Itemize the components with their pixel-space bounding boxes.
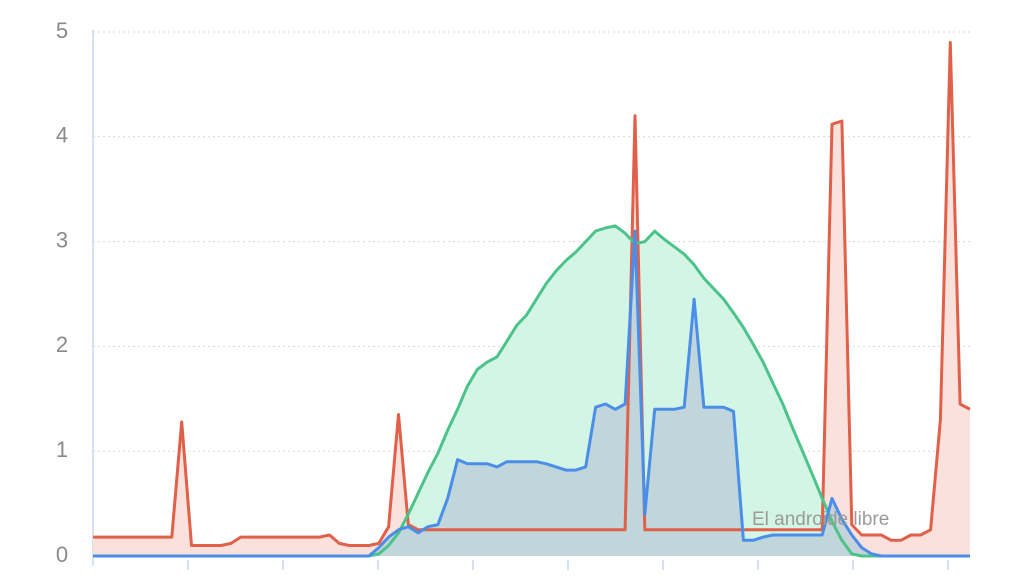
line bbox=[93, 41, 971, 547]
watermark: El androide libre bbox=[752, 509, 889, 530]
line bbox=[93, 229, 970, 558]
y-tick-label: 4 bbox=[56, 123, 68, 148]
area bbox=[93, 231, 970, 556]
y-tick-label: 5 bbox=[56, 18, 68, 43]
y-tick-label: 3 bbox=[56, 227, 68, 252]
y-tick-label: 1 bbox=[56, 437, 68, 462]
area bbox=[93, 42, 970, 556]
y-tick-label: 0 bbox=[56, 542, 68, 567]
y-tick-label: 2 bbox=[56, 332, 68, 357]
area bbox=[93, 225, 970, 556]
x-axis-ticks bbox=[187, 560, 949, 570]
